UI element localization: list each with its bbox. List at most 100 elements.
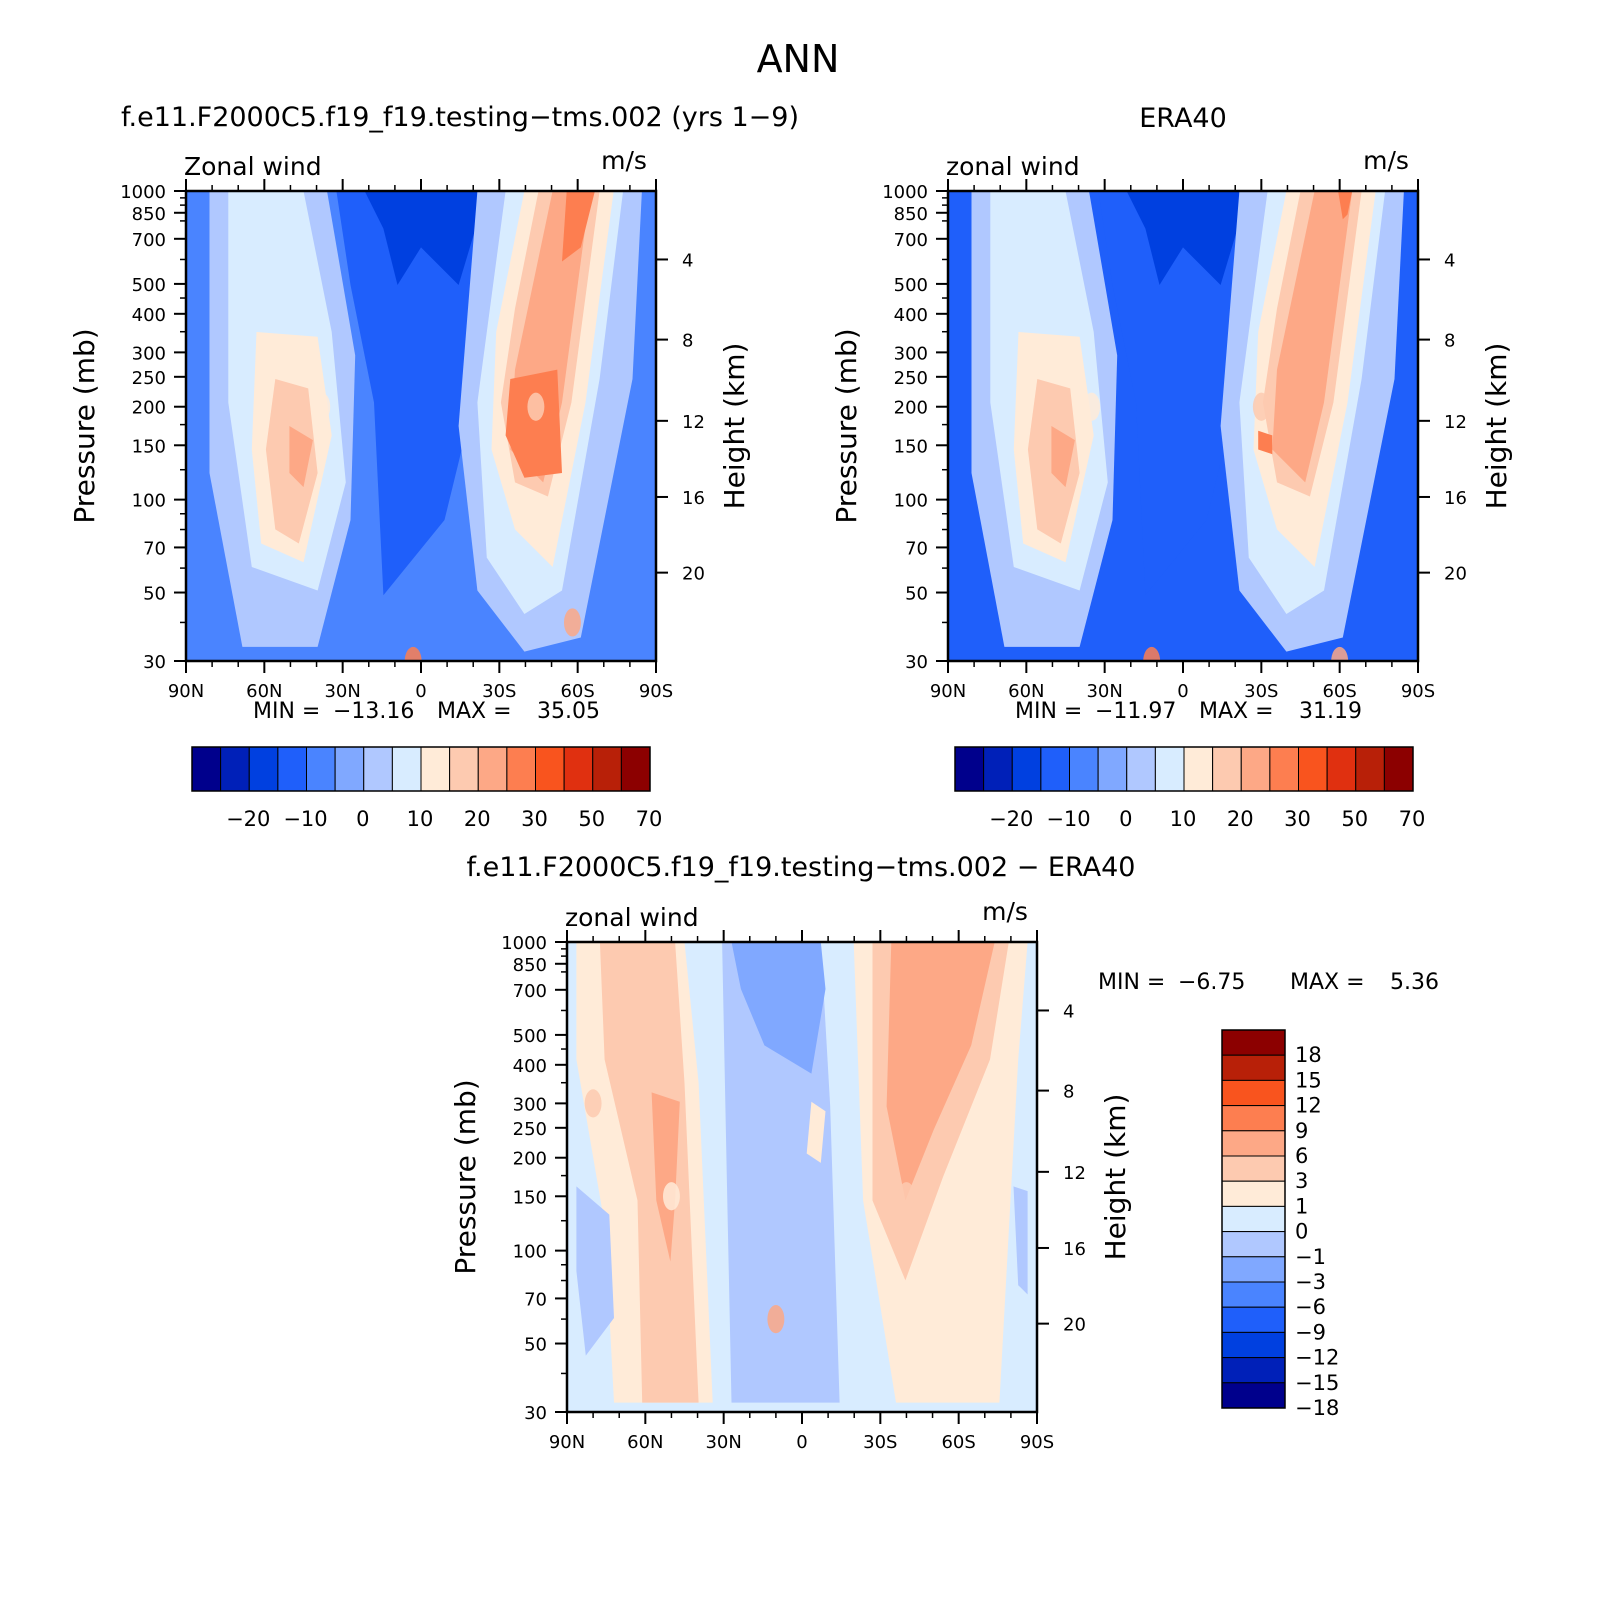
colorbar-label: 12 xyxy=(1295,1094,1322,1118)
y-tick-label: 70 xyxy=(143,538,166,559)
y-tick-label: 50 xyxy=(905,584,928,605)
colorbar-swatch xyxy=(277,746,307,792)
x-tick-label: 30S xyxy=(482,681,516,702)
colorbar-swatch xyxy=(1221,1382,1286,1409)
colorbar: −20 −10 0 10 20 30 50 70 xyxy=(191,746,663,831)
colorbar-swatch xyxy=(1221,1331,1286,1359)
colorbar-label: 10 xyxy=(407,807,434,831)
plot-area xyxy=(948,191,1418,661)
colorbar-swatch xyxy=(306,746,336,792)
contour-region xyxy=(886,942,995,1201)
y2-tick-label: 20 xyxy=(682,564,705,585)
y-tick-label: 100 xyxy=(513,1242,547,1263)
colorbar-label: −20 xyxy=(989,807,1033,831)
x-tick-label: 0 xyxy=(415,681,426,702)
colorbar-swatch xyxy=(983,746,1013,792)
y-tick-label: 500 xyxy=(513,1026,547,1047)
y2-tick-label: 16 xyxy=(1444,488,1467,509)
contour-region xyxy=(599,942,699,1403)
contour-region xyxy=(1013,1186,1028,1295)
field-label: zonal wind xyxy=(565,903,699,932)
y-tick-label: 150 xyxy=(132,436,166,457)
units-label: m/s xyxy=(1363,146,1409,175)
max-value: 31.19 xyxy=(1299,699,1362,724)
x-tick-label: 60N xyxy=(246,681,282,702)
y-tick-label: 400 xyxy=(132,305,166,326)
x-tick-label: 90S xyxy=(639,681,673,702)
y-axis-title: Pressure (mb) xyxy=(68,328,101,523)
colorbar-label: 30 xyxy=(1284,807,1311,831)
colorbar: −20 −10 0 10 20 30 50 70 xyxy=(954,746,1426,831)
colorbar-swatch xyxy=(1183,746,1214,792)
max-value: 35.05 xyxy=(537,699,600,724)
colorbar-swatch xyxy=(1298,746,1328,792)
colorbar-swatch xyxy=(220,746,250,792)
min-value: −11.97 xyxy=(1095,699,1176,724)
colorbar-swatch xyxy=(1097,746,1128,792)
colorbar-label: 15 xyxy=(1295,1068,1322,1092)
colorbar-swatch xyxy=(420,746,451,792)
y2-tick-label: 20 xyxy=(1444,564,1467,585)
x-tick-label: 30N xyxy=(324,681,360,702)
y-axis-title: Pressure (mb) xyxy=(449,1079,482,1274)
x-tick-label: 90N xyxy=(168,681,204,702)
y2-tick-label: 8 xyxy=(1063,1082,1074,1103)
colorbar-label: 70 xyxy=(636,807,663,831)
colorbar-label: 3 xyxy=(1295,1169,1308,1193)
x-tick-label: 90S xyxy=(1401,681,1435,702)
y-tick-label: 250 xyxy=(132,368,166,389)
panel-3: f.e11.F2000C5.f19_f19.testing−tms.002 − … xyxy=(449,852,1439,1453)
colorbar-label: 30 xyxy=(521,807,548,831)
colorbar-swatch xyxy=(391,746,422,792)
data-feature xyxy=(767,1304,785,1334)
y-tick-label: 250 xyxy=(513,1119,547,1140)
colorbar-swatch xyxy=(1221,1231,1286,1258)
colorbar-swatch xyxy=(506,746,536,792)
x-tick-label: 60N xyxy=(627,1432,663,1453)
x-tick-label: 90N xyxy=(549,1432,585,1453)
units-label: m/s xyxy=(601,146,647,175)
colorbar-label: −3 xyxy=(1295,1270,1326,1294)
colorbar-swatch xyxy=(1221,1029,1286,1056)
y2-tick-label: 4 xyxy=(1063,1001,1074,1022)
panel-title: ERA40 xyxy=(1139,103,1227,134)
x-tick-label: 60S xyxy=(941,1432,975,1453)
colorbar-label: −10 xyxy=(1046,807,1090,831)
panel-1: f.e11.F2000C5.f19_f19.testing−tms.002 (y… xyxy=(68,102,799,831)
y-tick-label: 200 xyxy=(513,1149,547,1170)
min-value: −13.16 xyxy=(333,699,414,724)
contour-region xyxy=(1051,426,1075,488)
y-tick-label: 200 xyxy=(132,398,166,419)
x-tick-label: 30N xyxy=(705,1432,741,1453)
contour-region xyxy=(364,191,487,285)
x-tick-label: 30S xyxy=(863,1432,897,1453)
colorbar-swatch xyxy=(1221,1357,1286,1384)
colorbar-swatch xyxy=(191,746,222,792)
y-tick-label: 700 xyxy=(132,230,166,251)
y-tick-label: 400 xyxy=(894,305,928,326)
colorbar-swatch xyxy=(1011,746,1042,792)
colorbar-label: −9 xyxy=(1295,1320,1326,1344)
max-label: MAX = xyxy=(1290,970,1365,995)
colorbar-frame xyxy=(954,746,1414,792)
contour-region xyxy=(505,369,562,478)
colorbar-label: 50 xyxy=(578,807,605,831)
y2-tick-label: 12 xyxy=(682,412,705,433)
min-label: MIN = xyxy=(1015,699,1082,724)
colorbar-swatch xyxy=(1221,1281,1286,1308)
contour-region xyxy=(562,191,595,262)
max-label: MAX = xyxy=(1199,699,1274,724)
y-tick-label: 850 xyxy=(894,204,928,225)
colorbar-swatch xyxy=(535,746,565,792)
colorbar-swatch xyxy=(1269,746,1299,792)
y-tick-label: 700 xyxy=(894,230,928,251)
y2-tick-label: 20 xyxy=(1063,1315,1086,1336)
x-tick-label: 90N xyxy=(930,681,966,702)
y-tick-label: 70 xyxy=(905,538,928,559)
contour-region xyxy=(576,1186,614,1356)
colorbar-label: 70 xyxy=(1399,807,1426,831)
x-tick-label: 30S xyxy=(1244,681,1278,702)
colorbar-label: 0 xyxy=(1295,1220,1308,1244)
y-tick-label: 1000 xyxy=(501,933,547,954)
